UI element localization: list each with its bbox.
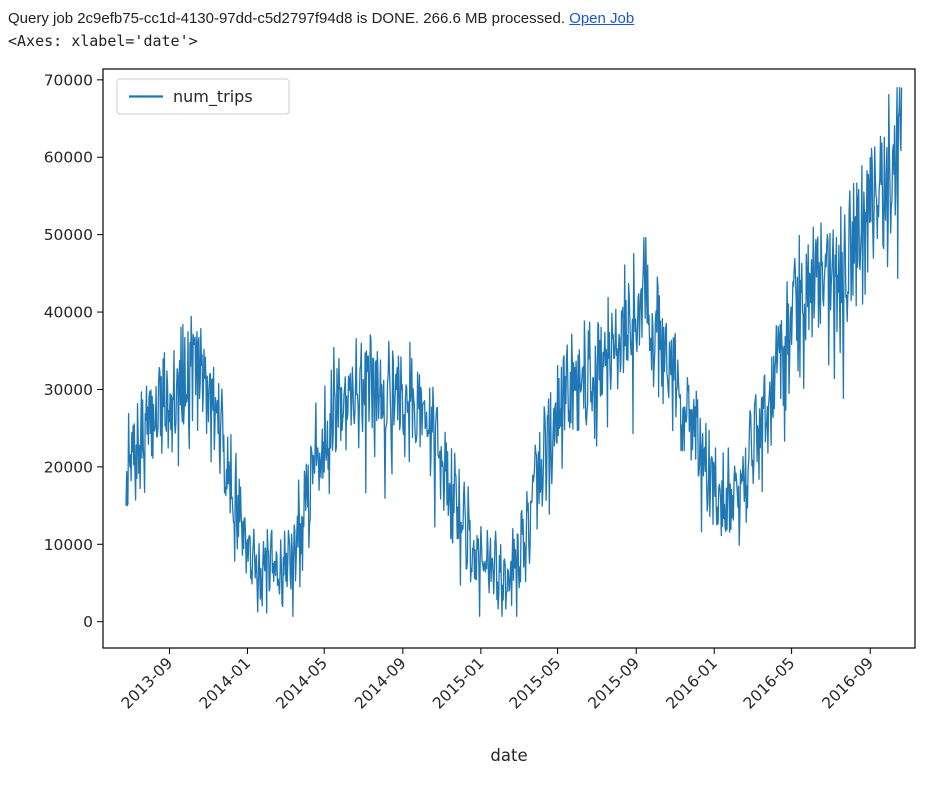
query-status-text: Query job 2c9efb75-cc1d-4130-97dd-c5d279…	[8, 10, 570, 27]
x-tick-label: 2015-09	[585, 654, 644, 713]
y-tick-label: 40000	[44, 304, 93, 322]
legend: num_trips	[116, 78, 290, 115]
legend-frame	[116, 78, 290, 115]
y-tick-label: 60000	[44, 149, 93, 167]
open-job-link[interactable]: Open Job	[569, 10, 635, 27]
axes-repr: <Axes: xlabel='date'>	[8, 32, 198, 50]
trips-chart: 0 10000 20000 30000 40000 50000 60000 70000 2013…	[44, 68, 916, 765]
y-tick-label: 20000	[44, 458, 93, 476]
plot-border	[102, 68, 916, 649]
num-trips-line	[125, 86, 903, 617]
axes: 0 10000 20000 30000 40000 50000 60000 70000 2013…	[44, 71, 877, 712]
legend-label: num_trips	[173, 87, 253, 107]
y-tick-label: 30000	[44, 381, 93, 399]
x-tick-label: 2015-05	[506, 654, 565, 713]
y-tick-label: 50000	[44, 226, 93, 244]
y-tick-label: 10000	[44, 536, 93, 554]
y-tick-label: 70000	[44, 71, 93, 89]
y-tick-label: 0	[83, 613, 93, 631]
x-axis-label: date	[490, 746, 527, 765]
x-tick-label: 2013-09	[118, 654, 177, 713]
query-status: Query job 2c9efb75-cc1d-4130-97dd-c5d279…	[8, 8, 918, 30]
x-tick-label: 2014-01	[196, 654, 255, 713]
x-tick-label: 2016-09	[819, 654, 878, 713]
x-tick-label: 2014-05	[273, 654, 332, 713]
x-tick-label: 2014-09	[351, 654, 410, 713]
figure: 0 10000 20000 30000 40000 50000 60000 70000 2013…	[8, 56, 918, 790]
x-tick-label: 2015-01	[429, 654, 488, 713]
x-tick-label: 2016-01	[663, 654, 722, 713]
x-tick-label: 2016-05	[740, 654, 799, 713]
